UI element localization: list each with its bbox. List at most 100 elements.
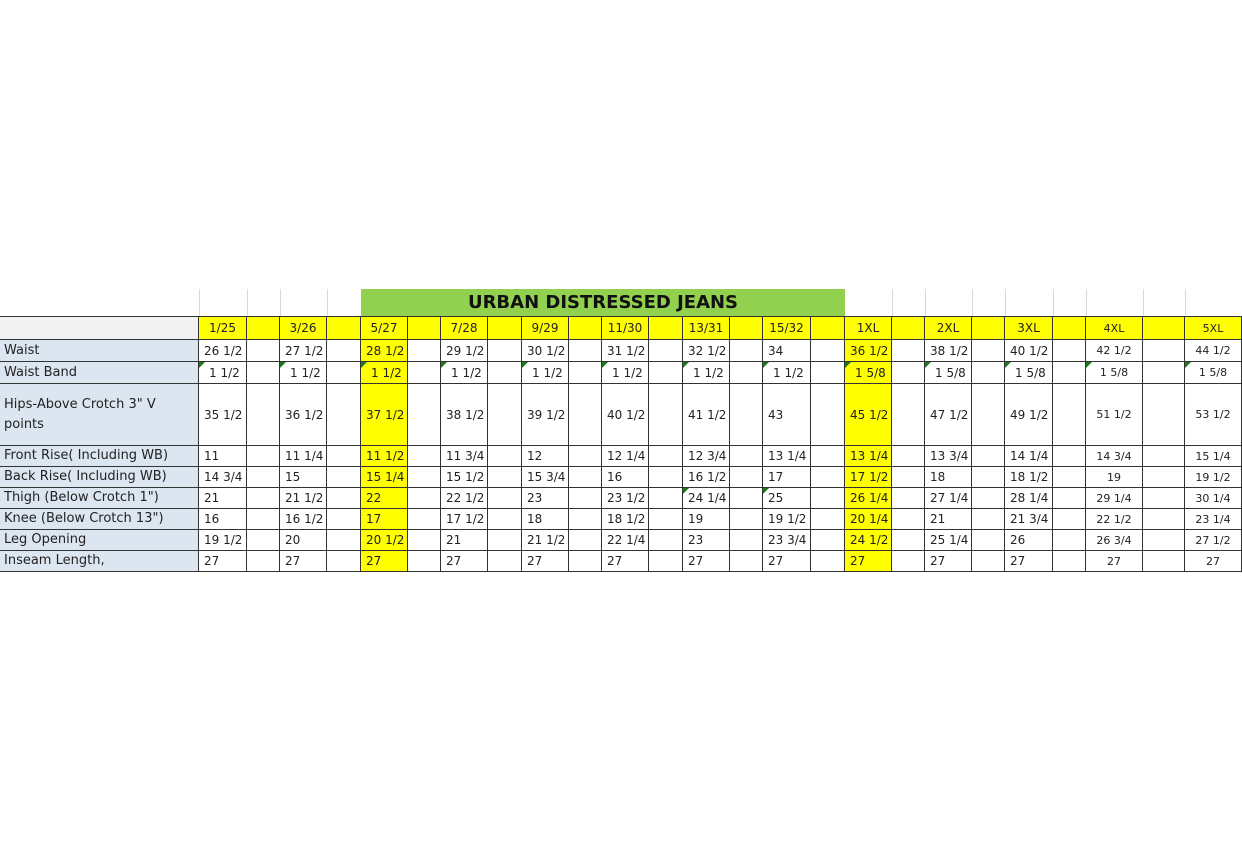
measurement-cell[interactable]: 27 bbox=[199, 551, 247, 572]
measurement-cell[interactable]: 23 bbox=[522, 488, 569, 509]
measurement-cell[interactable]: 1 1/2 bbox=[441, 362, 488, 384]
measurement-cell[interactable]: 17 1/2 bbox=[845, 467, 892, 488]
measurement-cell[interactable]: 25 bbox=[763, 488, 811, 509]
measurement-cell[interactable]: 26 3/4 bbox=[1086, 530, 1143, 551]
measurement-cell[interactable]: 15 bbox=[280, 467, 327, 488]
measurement-cell[interactable]: 19 1/2 bbox=[1185, 467, 1242, 488]
measurement-cell[interactable]: 35 1/2 bbox=[199, 384, 247, 446]
measurement-cell[interactable]: 1 5/8 bbox=[1086, 362, 1143, 384]
measurement-cell[interactable]: 44 1/2 bbox=[1185, 340, 1242, 362]
measurement-cell[interactable]: 1 1/2 bbox=[280, 362, 327, 384]
measurement-cell[interactable]: 21 bbox=[925, 509, 972, 530]
measurement-cell[interactable]: 20 bbox=[280, 530, 327, 551]
measurement-cell[interactable]: 1 5/8 bbox=[1005, 362, 1053, 384]
measurement-cell[interactable]: 36 1/2 bbox=[845, 340, 892, 362]
measurement-cell[interactable]: 22 1/2 bbox=[441, 488, 488, 509]
measurement-cell[interactable]: 13 1/4 bbox=[845, 446, 892, 467]
measurement-cell[interactable]: 27 1/2 bbox=[1185, 530, 1242, 551]
measurement-cell[interactable]: 17 bbox=[763, 467, 811, 488]
measurement-cell[interactable]: 1 1/2 bbox=[522, 362, 569, 384]
measurement-cell[interactable]: 27 bbox=[602, 551, 649, 572]
measurement-cell[interactable]: 15 1/4 bbox=[361, 467, 408, 488]
measurement-cell[interactable]: 21 1/2 bbox=[280, 488, 327, 509]
measurement-cell[interactable]: 22 1/2 bbox=[1086, 509, 1143, 530]
measurement-cell[interactable]: 38 1/2 bbox=[441, 384, 488, 446]
measurement-cell[interactable]: 49 1/2 bbox=[1005, 384, 1053, 446]
measurement-cell[interactable]: 21 1/2 bbox=[522, 530, 569, 551]
measurement-cell[interactable]: 14 1/4 bbox=[1005, 446, 1053, 467]
measurement-cell[interactable]: 24 1/2 bbox=[845, 530, 892, 551]
measurement-cell[interactable]: 27 1/2 bbox=[280, 340, 327, 362]
measurement-cell[interactable]: 27 1/4 bbox=[925, 488, 972, 509]
measurement-cell[interactable]: 1 1/2 bbox=[361, 362, 408, 384]
size-header[interactable]: 2XL bbox=[925, 316, 972, 340]
measurement-cell[interactable]: 11 1/4 bbox=[280, 446, 327, 467]
measurement-cell[interactable]: 14 3/4 bbox=[199, 467, 247, 488]
measurement-cell[interactable]: 21 3/4 bbox=[1005, 509, 1053, 530]
measurement-cell[interactable]: 23 3/4 bbox=[763, 530, 811, 551]
size-header[interactable]: 3XL bbox=[1005, 316, 1053, 340]
measurement-cell[interactable]: 24 1/4 bbox=[683, 488, 730, 509]
measurement-cell[interactable]: 40 1/2 bbox=[602, 384, 649, 446]
measurement-cell[interactable]: 19 bbox=[1086, 467, 1143, 488]
measurement-cell[interactable]: 36 1/2 bbox=[280, 384, 327, 446]
measurement-cell[interactable]: 21 bbox=[199, 488, 247, 509]
measurement-cell[interactable]: 38 1/2 bbox=[925, 340, 972, 362]
measurement-cell[interactable]: 20 1/2 bbox=[361, 530, 408, 551]
measurement-cell[interactable]: 1 5/8 bbox=[1185, 362, 1242, 384]
measurement-cell[interactable]: 18 1/2 bbox=[1005, 467, 1053, 488]
measurement-cell[interactable]: 27 bbox=[683, 551, 730, 572]
measurement-cell[interactable]: 37 1/2 bbox=[361, 384, 408, 446]
measurement-cell[interactable]: 43 bbox=[763, 384, 811, 446]
measurement-cell[interactable]: 27 bbox=[441, 551, 488, 572]
measurement-cell[interactable]: 41 1/2 bbox=[683, 384, 730, 446]
measurement-cell[interactable]: 16 1/2 bbox=[683, 467, 730, 488]
measurement-cell[interactable]: 19 1/2 bbox=[199, 530, 247, 551]
measurement-cell[interactable]: 23 bbox=[683, 530, 730, 551]
measurement-cell[interactable]: 27 bbox=[280, 551, 327, 572]
measurement-cell[interactable]: 32 1/2 bbox=[683, 340, 730, 362]
measurement-cell[interactable]: 31 1/2 bbox=[602, 340, 649, 362]
measurement-cell[interactable]: 17 1/2 bbox=[441, 509, 488, 530]
measurement-cell[interactable]: 14 3/4 bbox=[1086, 446, 1143, 467]
measurement-cell[interactable]: 23 1/4 bbox=[1185, 509, 1242, 530]
measurement-cell[interactable]: 1 5/8 bbox=[925, 362, 972, 384]
measurement-cell[interactable]: 21 bbox=[441, 530, 488, 551]
measurement-cell[interactable]: 26 1/2 bbox=[199, 340, 247, 362]
measurement-cell[interactable]: 30 1/4 bbox=[1185, 488, 1242, 509]
size-header[interactable]: 11/30 bbox=[602, 316, 649, 340]
measurement-cell[interactable]: 19 1/2 bbox=[763, 509, 811, 530]
measurement-cell[interactable]: 1 5/8 bbox=[845, 362, 892, 384]
size-header[interactable]: 4XL bbox=[1086, 316, 1143, 340]
measurement-cell[interactable]: 1 1/2 bbox=[199, 362, 247, 384]
measurement-cell[interactable]: 47 1/2 bbox=[925, 384, 972, 446]
measurement-cell[interactable]: 12 3/4 bbox=[683, 446, 730, 467]
measurement-cell[interactable]: 40 1/2 bbox=[1005, 340, 1053, 362]
measurement-cell[interactable]: 12 1/4 bbox=[602, 446, 649, 467]
measurement-cell[interactable]: 27 bbox=[845, 551, 892, 572]
measurement-cell[interactable]: 1 1/2 bbox=[683, 362, 730, 384]
measurement-cell[interactable]: 15 1/2 bbox=[441, 467, 488, 488]
measurement-cell[interactable]: 18 bbox=[522, 509, 569, 530]
measurement-cell[interactable]: 19 bbox=[683, 509, 730, 530]
measurement-cell[interactable]: 51 1/2 bbox=[1086, 384, 1143, 446]
measurement-cell[interactable]: 18 bbox=[925, 467, 972, 488]
measurement-cell[interactable]: 45 1/2 bbox=[845, 384, 892, 446]
measurement-cell[interactable]: 23 1/2 bbox=[602, 488, 649, 509]
measurement-cell[interactable]: 15 1/4 bbox=[1185, 446, 1242, 467]
measurement-cell[interactable]: 39 1/2 bbox=[522, 384, 569, 446]
size-header[interactable]: 3/26 bbox=[280, 316, 327, 340]
measurement-cell[interactable]: 22 1/4 bbox=[602, 530, 649, 551]
measurement-cell[interactable]: 11 3/4 bbox=[441, 446, 488, 467]
size-header[interactable]: 15/32 bbox=[763, 316, 811, 340]
measurement-cell[interactable]: 1 1/2 bbox=[763, 362, 811, 384]
measurement-cell[interactable]: 42 1/2 bbox=[1086, 340, 1143, 362]
size-header[interactable]: 1XL bbox=[845, 316, 892, 340]
measurement-cell[interactable]: 27 bbox=[763, 551, 811, 572]
measurement-cell[interactable]: 27 bbox=[1086, 551, 1143, 572]
measurement-cell[interactable]: 27 bbox=[925, 551, 972, 572]
measurement-cell[interactable]: 16 1/2 bbox=[280, 509, 327, 530]
measurement-cell[interactable]: 34 bbox=[763, 340, 811, 362]
measurement-cell[interactable]: 27 bbox=[522, 551, 569, 572]
measurement-cell[interactable]: 27 bbox=[1185, 551, 1242, 572]
